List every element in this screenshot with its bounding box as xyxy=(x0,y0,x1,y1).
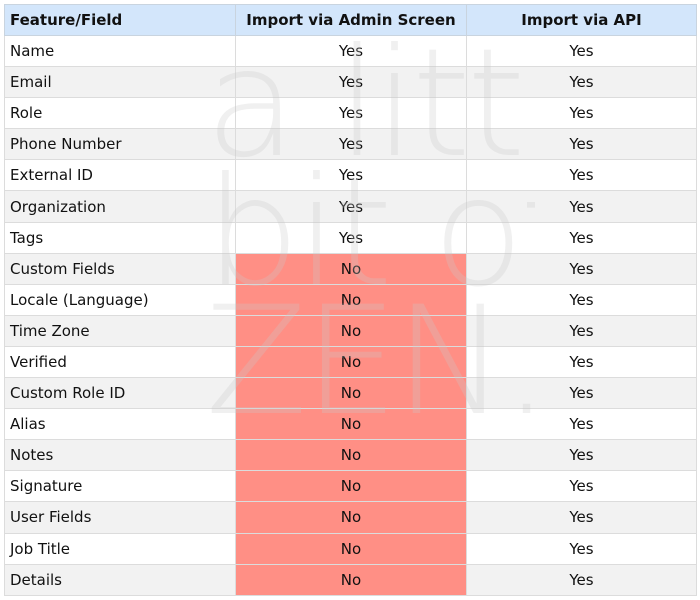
table-row: User Fields No Yes xyxy=(4,501,697,534)
cell-api-support: Yes xyxy=(466,252,697,285)
table-row: Notes No Yes xyxy=(4,439,697,472)
column-header-admin-screen: Import via Admin Screen xyxy=(235,4,467,36)
table-row: Name Yes Yes xyxy=(4,34,697,68)
cell-admin-screen-support: No xyxy=(235,470,467,503)
cell-admin-screen-support: Yes xyxy=(235,97,467,130)
table-row: Verified No Yes xyxy=(4,345,697,379)
table-row: Phone Number Yes Yes xyxy=(4,128,697,161)
cell-api-support: Yes xyxy=(466,97,697,130)
cell-api-support: Yes xyxy=(466,439,697,472)
cell-feature-name: Job Title xyxy=(4,532,236,565)
table-row: Custom Fields No Yes xyxy=(4,252,697,285)
cell-feature-name: Details xyxy=(4,563,236,596)
cell-feature-name: Name xyxy=(4,34,236,68)
cell-admin-screen-support: No xyxy=(235,439,467,472)
cell-feature-name: Role xyxy=(4,97,236,130)
cell-api-support: Yes xyxy=(466,563,697,596)
cell-admin-screen-support: No xyxy=(235,314,467,347)
cell-feature-name: User Fields xyxy=(4,501,236,534)
table-header-row: Feature/Field Import via Admin Screen Im… xyxy=(4,4,697,36)
cell-feature-name: Verified xyxy=(4,345,236,379)
table-row: Organization Yes Yes xyxy=(4,190,697,223)
cell-feature-name: Organization xyxy=(4,190,236,223)
cell-feature-name: Phone Number xyxy=(4,128,236,161)
cell-api-support: Yes xyxy=(466,128,697,161)
cell-feature-name: External ID xyxy=(4,159,236,192)
column-header-api: Import via API xyxy=(466,4,697,36)
feature-comparison-table: Feature/Field Import via Admin Screen Im… xyxy=(4,4,697,596)
cell-admin-screen-support: Yes xyxy=(235,221,467,254)
table-row: Tags Yes Yes xyxy=(4,221,697,254)
table-row: Alias No Yes xyxy=(4,408,697,441)
cell-api-support: Yes xyxy=(466,501,697,534)
cell-admin-screen-support: Yes xyxy=(235,128,467,161)
table-row: Job Title No Yes xyxy=(4,532,697,565)
cell-api-support: Yes xyxy=(466,345,697,379)
cell-api-support: Yes xyxy=(466,283,697,316)
table-row: Time Zone No Yes xyxy=(4,314,697,347)
table-row: Signature No Yes xyxy=(4,470,697,503)
column-header-feature: Feature/Field xyxy=(4,4,236,36)
cell-admin-screen-support: No xyxy=(235,283,467,316)
cell-admin-screen-support: Yes xyxy=(235,190,467,223)
cell-api-support: Yes xyxy=(466,221,697,254)
cell-api-support: Yes xyxy=(466,66,697,99)
table-row: External ID Yes Yes xyxy=(4,159,697,192)
cell-api-support: Yes xyxy=(466,470,697,503)
table-body: Name Yes Yes Email Yes Yes Role Yes Yes Phone Num… xyxy=(4,34,697,596)
cell-feature-name: Email xyxy=(4,66,236,99)
table-row: Locale (Language) No Yes xyxy=(4,283,697,316)
cell-api-support: Yes xyxy=(466,159,697,192)
cell-feature-name: Tags xyxy=(4,221,236,254)
cell-feature-name: Custom Role ID xyxy=(4,377,236,410)
cell-api-support: Yes xyxy=(466,532,697,565)
cell-admin-screen-support: Yes xyxy=(235,66,467,99)
cell-admin-screen-support: No xyxy=(235,252,467,285)
cell-api-support: Yes xyxy=(466,314,697,347)
cell-admin-screen-support: No xyxy=(235,532,467,565)
cell-api-support: Yes xyxy=(466,190,697,223)
cell-api-support: Yes xyxy=(466,408,697,441)
cell-admin-screen-support: No xyxy=(235,345,467,379)
cell-admin-screen-support: Yes xyxy=(235,159,467,192)
cell-api-support: Yes xyxy=(466,377,697,410)
table-row: Role Yes Yes xyxy=(4,97,697,130)
table-row: Details No Yes xyxy=(4,563,697,596)
table-row: Custom Role ID No Yes xyxy=(4,377,697,410)
cell-feature-name: Signature xyxy=(4,470,236,503)
cell-feature-name: Custom Fields xyxy=(4,252,236,285)
cell-admin-screen-support: No xyxy=(235,501,467,534)
cell-admin-screen-support: No xyxy=(235,408,467,441)
cell-admin-screen-support: Yes xyxy=(235,34,467,68)
cell-admin-screen-support: No xyxy=(235,377,467,410)
cell-feature-name: Locale (Language) xyxy=(4,283,236,316)
table-row: Email Yes Yes xyxy=(4,66,697,99)
cell-feature-name: Notes xyxy=(4,439,236,472)
cell-feature-name: Alias xyxy=(4,408,236,441)
cell-feature-name: Time Zone xyxy=(4,314,236,347)
cell-admin-screen-support: No xyxy=(235,563,467,596)
cell-api-support: Yes xyxy=(466,34,697,68)
